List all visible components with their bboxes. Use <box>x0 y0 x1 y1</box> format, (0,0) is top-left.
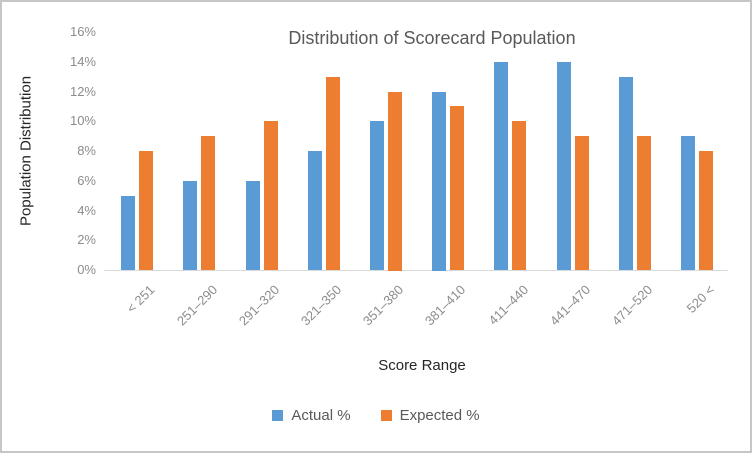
x-tick-label: 411–440 <box>485 282 531 328</box>
x-tick-label: < 251 <box>123 282 158 316</box>
x-axis-title: Score Range <box>378 357 466 374</box>
x-tick-label: 471–520 <box>608 282 656 329</box>
bar-expected-3 <box>326 77 340 270</box>
bar-expected-0 <box>139 151 153 270</box>
y-tick-label: 14% <box>69 53 96 69</box>
chart-legend: Actual % Expected % <box>2 407 750 424</box>
bar-actual-7 <box>557 62 571 270</box>
legend-item-expected: Expected % <box>380 407 480 424</box>
bar-expected-9 <box>699 151 713 270</box>
y-axis-title: Population Distribution <box>17 75 35 227</box>
bar-expected-4 <box>388 92 402 271</box>
legend-item-actual: Actual % <box>272 407 351 424</box>
x-tick-label: 351–380 <box>360 282 407 329</box>
y-tick-label: 2% <box>77 232 96 248</box>
x-tick-label: 441–470 <box>546 282 594 329</box>
bar-expected-5 <box>450 106 464 270</box>
bar-expected-2 <box>264 121 278 270</box>
bar-actual-1 <box>183 181 197 270</box>
y-tick-label: 16% <box>69 24 96 39</box>
legend-swatch-icon <box>380 410 392 421</box>
y-tick-label: 4% <box>77 202 96 218</box>
bar-actual-6 <box>494 62 508 270</box>
x-tick-label: 251–290 <box>173 282 220 329</box>
bar-actual-2 <box>246 181 260 270</box>
chart-title: Distribution of Scorecard Population <box>288 28 576 48</box>
legend-label: Actual % <box>291 407 351 424</box>
legend-swatch-icon <box>272 410 284 421</box>
bar-expected-8 <box>637 136 651 270</box>
y-tick-label: 0% <box>77 262 96 277</box>
y-tick-label: 6% <box>77 172 96 188</box>
y-tick-label: 12% <box>69 83 96 99</box>
y-tick-label: 10% <box>69 113 96 129</box>
bar-actual-0 <box>121 196 135 270</box>
x-tick-label: 381–410 <box>422 282 469 329</box>
bar-actual-5 <box>432 92 446 271</box>
bar-expected-7 <box>575 136 589 270</box>
legend-label: Expected % <box>399 407 480 424</box>
bar-actual-3 <box>308 151 322 270</box>
bar-expected-6 <box>512 121 526 270</box>
bar-actual-4 <box>370 121 384 270</box>
bar-expected-1 <box>201 136 215 270</box>
x-axis-line <box>104 270 728 271</box>
bar-actual-9 <box>681 136 695 270</box>
x-tick-label: 291–320 <box>235 282 283 329</box>
x-tick-label: 520 < <box>683 282 718 316</box>
y-tick-label: 8% <box>77 143 96 158</box>
x-tick-label: 321–350 <box>297 282 345 329</box>
bar-actual-8 <box>619 77 633 270</box>
